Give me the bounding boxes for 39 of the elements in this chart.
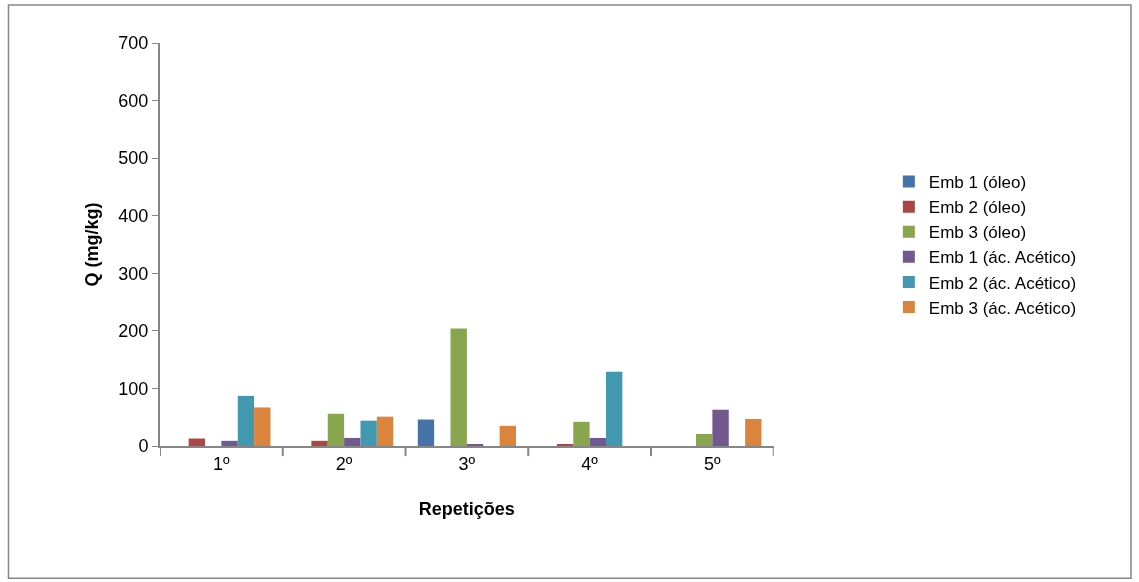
bar [221, 440, 238, 446]
legend-label: Emb 2 (óleo) [928, 198, 1027, 218]
bar [696, 433, 713, 446]
legend-label: Emb 3 (ác. Acético) [928, 298, 1077, 318]
x-axis-title: Repetições [418, 499, 515, 520]
bar [606, 371, 623, 446]
bar [237, 395, 255, 446]
bar [344, 437, 361, 446]
legend-label: Emb 1 (ác. Acético) [928, 248, 1077, 268]
y-tick-label: 0 [138, 436, 149, 457]
bar [360, 420, 377, 446]
y-tick-label: 500 [118, 148, 149, 169]
y-tick-label: 100 [118, 378, 149, 399]
bar [712, 409, 729, 446]
bar [188, 438, 206, 446]
bar [417, 419, 435, 446]
y-tick-label: 300 [118, 263, 149, 284]
bar [499, 425, 516, 446]
y-tick-label: 200 [118, 321, 149, 342]
x-tick-label: 5º [704, 453, 722, 474]
bar [254, 407, 271, 446]
bar [589, 437, 606, 446]
y-tick-label: 600 [118, 90, 149, 111]
bar [327, 413, 345, 446]
legend-label: Emb 1 (óleo) [928, 173, 1027, 193]
bar [745, 418, 762, 446]
y-tick-label: 700 [118, 33, 149, 54]
legend-label: Emb 2 (ác. Acético) [928, 273, 1077, 293]
bar [376, 416, 394, 446]
y-tick-label: 400 [118, 206, 149, 227]
x-tick-label: 2º [335, 453, 353, 474]
x-tick-label: 1º [213, 453, 231, 474]
x-tick-label: 4º [581, 453, 599, 474]
y-axis-title: Q (mg/kg) [82, 202, 103, 287]
bar [450, 328, 467, 446]
bar [573, 421, 590, 446]
x-tick-label: 3º [458, 453, 476, 474]
legend-label: Emb 3 (óleo) [928, 223, 1027, 243]
bar [311, 440, 328, 446]
